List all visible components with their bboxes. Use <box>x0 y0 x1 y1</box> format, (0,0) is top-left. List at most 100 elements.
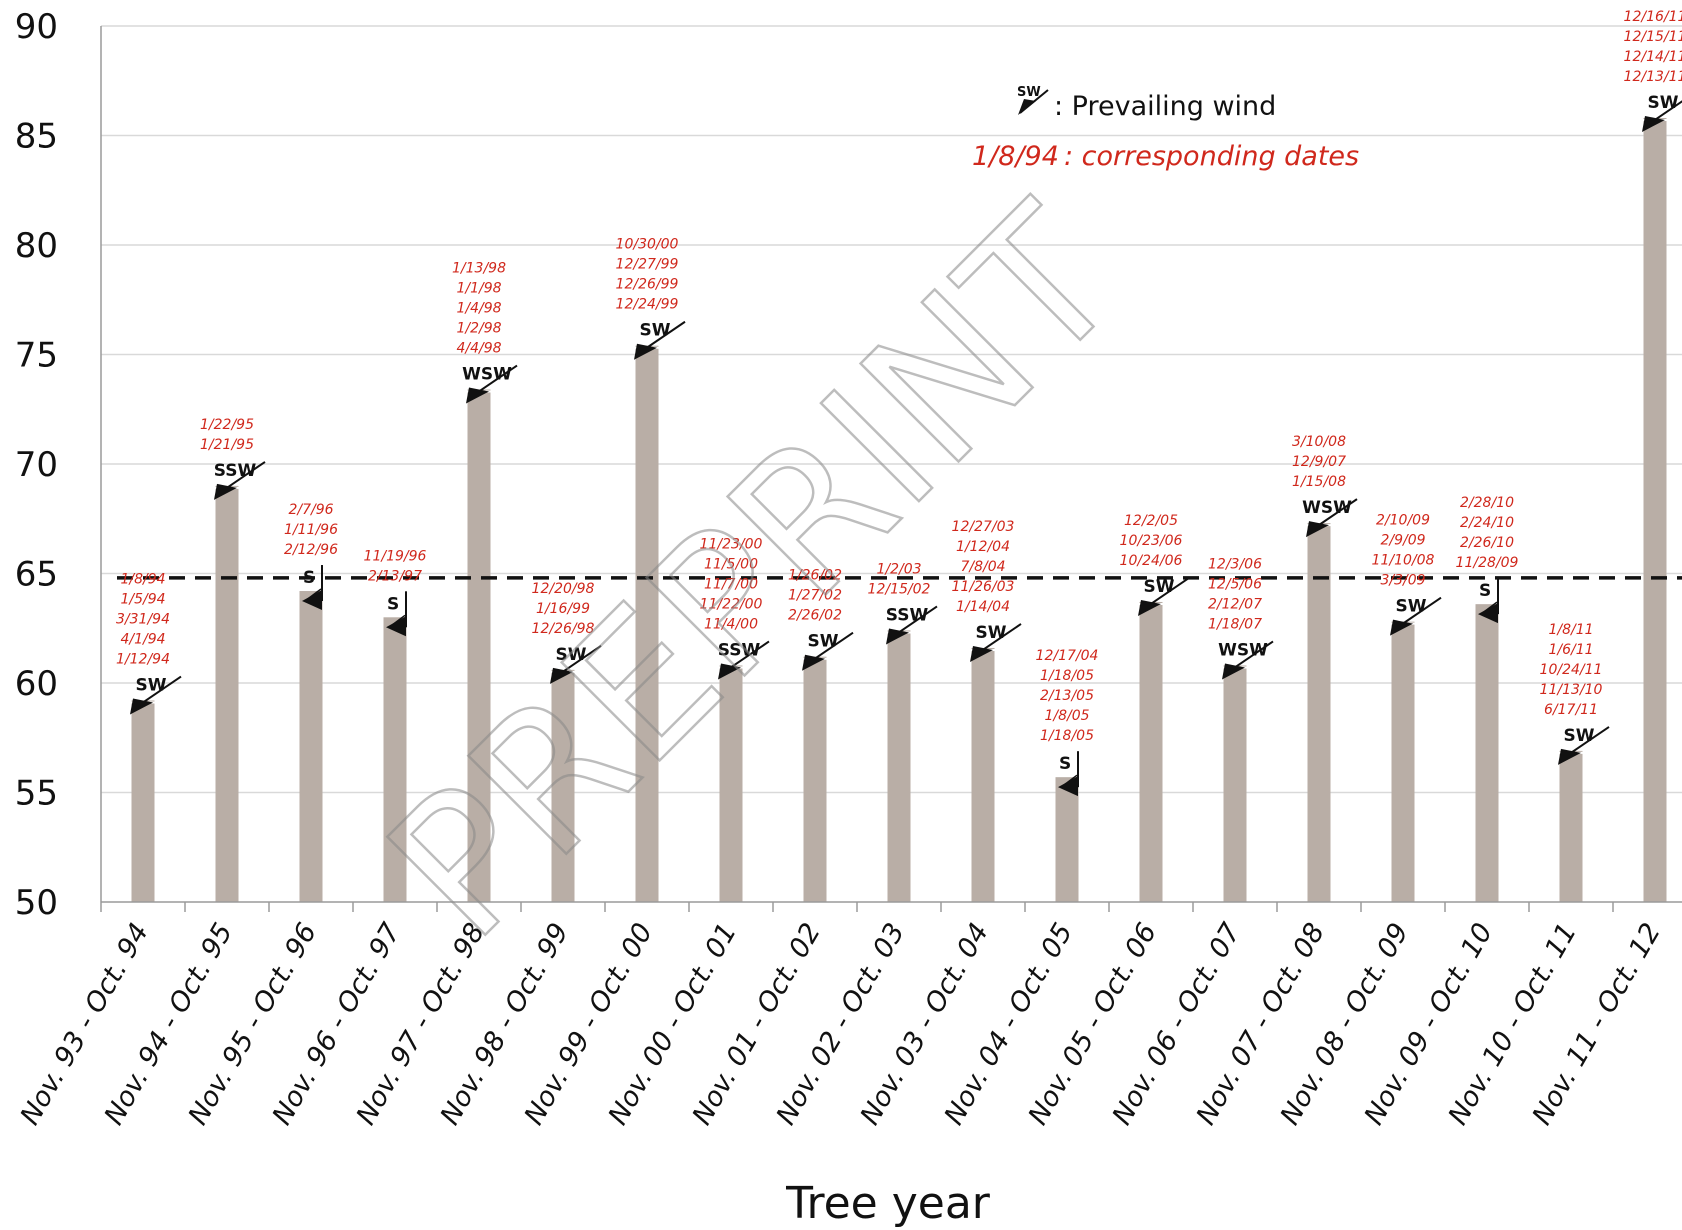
wind-direction-label: SW <box>1396 597 1427 617</box>
wind-marker: WSW <box>1218 640 1274 680</box>
wind-direction-label: WSW <box>1218 640 1268 660</box>
wind-arrow-icon <box>1138 599 1161 616</box>
wind-marker: SSW <box>886 605 938 645</box>
wind-direction-label: SW <box>1564 726 1595 746</box>
date-annotation: 11/26/03 <box>952 579 1015 595</box>
date-annotation: 2/12/07 <box>1208 596 1262 612</box>
date-annotation: 12/24/99 <box>616 297 679 313</box>
bar <box>803 656 827 902</box>
date-annotation: 1/8/05 <box>1044 708 1089 724</box>
date-annotation: 1/2/03 <box>876 561 921 577</box>
wind-marker: SW <box>1642 93 1682 132</box>
y-tick-label: 65 <box>15 555 58 595</box>
date-annotation: 1/1/98 <box>456 281 501 297</box>
date-annotation: 1/14/04 <box>956 599 1010 615</box>
wind-arrow-icon <box>214 483 237 500</box>
y-tick-label: 85 <box>15 117 58 157</box>
date-annotation: 1/26/02 <box>788 568 842 584</box>
wind-marker: SW <box>1138 577 1190 616</box>
date-annotation: 11/28/09 <box>1456 555 1519 571</box>
y-tick-label: 90 <box>15 7 58 47</box>
date-annotation: 3/10/08 <box>1292 434 1346 450</box>
date-annotation: 2/28/10 <box>1460 495 1514 511</box>
wind-arrow-icon <box>802 654 825 671</box>
wind-direction-label: S <box>1059 754 1071 774</box>
date-annotation: 10/30/00 <box>616 237 679 253</box>
y-tick-label: 70 <box>15 445 58 485</box>
date-annotation: 12/27/99 <box>616 257 679 273</box>
bars <box>131 117 1667 903</box>
wind-direction-label: SW <box>640 321 671 341</box>
date-annotation: 12/15/11 <box>1624 29 1682 45</box>
bar <box>299 591 323 902</box>
date-annotation: 1/2/98 <box>456 321 501 337</box>
wind-arrow-icon <box>1390 619 1413 636</box>
date-annotation: 1/16/99 <box>536 601 590 617</box>
date-annotation: 2/9/09 <box>1380 533 1425 549</box>
wind-marker: S <box>302 565 323 611</box>
y-tick-label: 80 <box>15 226 58 266</box>
date-annotation: 12/14/11 <box>1624 49 1682 65</box>
date-annotation: 1/4/98 <box>456 301 501 317</box>
date-annotation: 1/13/98 <box>452 261 506 277</box>
date-annotation: 1/21/95 <box>200 437 254 453</box>
wind-marker: SSW <box>718 640 770 680</box>
date-annotation: 12/13/11 <box>1624 69 1682 85</box>
y-tick-label: 60 <box>15 664 58 704</box>
date-annotation: 1/8/11 <box>1548 622 1593 638</box>
wind-flag-icon <box>388 614 406 628</box>
date-annotation: 4/1/94 <box>120 632 165 648</box>
wind-direction-label: SW <box>136 676 167 696</box>
wind-direction-label: SSW <box>214 461 257 481</box>
bar <box>551 669 575 902</box>
wind-marker: S <box>386 591 407 637</box>
date-annotation: 1/18/07 <box>1208 616 1262 632</box>
date-annotations: 1/8/94 1/5/94 3/31/94 4/1/94 1/12/94 1/22/95 1… <box>116 9 1682 744</box>
legend-wind-arrow-icon <box>1018 99 1036 115</box>
wind-flag-icon <box>1480 601 1498 615</box>
bar <box>1055 777 1079 902</box>
bar <box>1643 117 1667 903</box>
gridlines <box>101 25 1682 794</box>
wind-direction-label: SSW <box>718 640 761 660</box>
y-tick-label: 50 <box>15 883 58 923</box>
date-annotation: 2/26/10 <box>1460 535 1514 551</box>
date-annotation: 12/5/06 <box>1208 576 1262 592</box>
legend-date-text: : corresponding dates <box>1064 141 1359 172</box>
wind-marker: SW <box>802 632 854 671</box>
date-annotation: 12/15/02 <box>868 581 931 597</box>
date-annotation: 10/23/06 <box>1120 533 1183 549</box>
date-annotation: 2/7/96 <box>288 502 333 518</box>
date-annotation: 2/24/10 <box>1460 515 1514 531</box>
date-annotation: 11/23/00 <box>700 536 763 552</box>
bar <box>215 485 239 902</box>
date-annotation: 11/4/00 <box>704 616 758 632</box>
wind-arrow-icon <box>1306 521 1329 538</box>
wind-direction-label: SW <box>556 645 587 665</box>
date-annotation: 12/9/07 <box>1292 454 1346 470</box>
date-annotation: 2/13/97 <box>368 568 422 584</box>
bar <box>383 617 407 902</box>
date-annotation: 12/2/05 <box>1124 513 1178 529</box>
y-tick-labels: 50 55 60 65 70 75 80 85 90 <box>15 7 58 923</box>
date-annotation: 12/26/99 <box>616 277 679 293</box>
bar <box>467 389 491 902</box>
wind-direction-label: SW <box>1648 93 1679 113</box>
bar <box>1139 601 1163 902</box>
date-annotation: 12/16/11 <box>1624 9 1682 25</box>
date-annotation: 11/10/08 <box>1372 553 1435 569</box>
wind-direction-label: SW <box>808 632 839 652</box>
y-tick-label: 55 <box>15 774 58 814</box>
date-annotation: 6/17/11 <box>1544 702 1598 718</box>
date-annotation: 11/22/00 <box>700 596 763 612</box>
wind-marker: SSW <box>214 461 266 500</box>
date-annotation: 1/12/04 <box>956 539 1010 555</box>
wind-marker: SW <box>1390 597 1442 636</box>
bar <box>719 665 743 902</box>
legend: SW : Prevailing wind 1/8/94 : correspond… <box>972 85 1359 172</box>
wind-direction-label: WSW <box>1302 498 1352 518</box>
wind-arrow-icon <box>634 343 657 360</box>
